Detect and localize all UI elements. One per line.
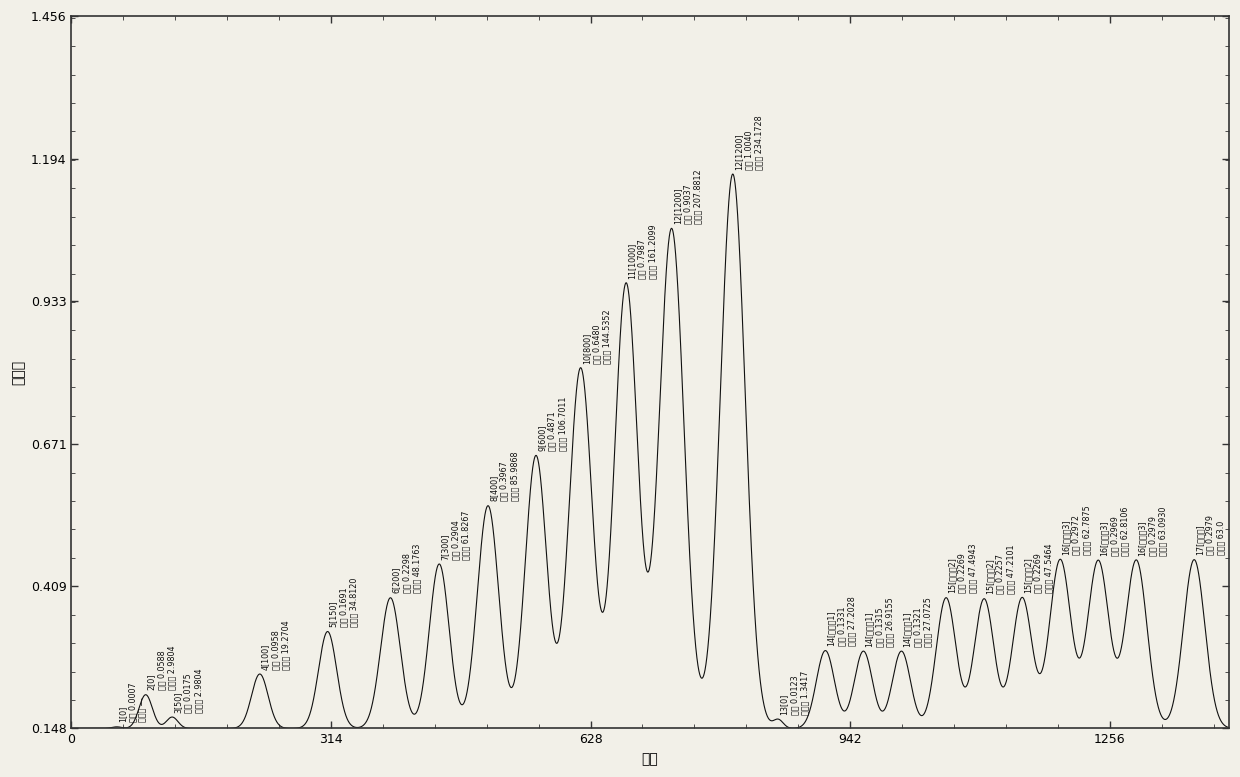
Text: 11[1000]
峰高 0.7987
峰面积 161.2099: 11[1000] 峰高 0.7987 峰面积 161.2099 [627, 225, 657, 279]
Text: 15[尿样品2]
峰高 0.2257
峰面积 47.2101: 15[尿样品2] 峰高 0.2257 峰面积 47.2101 [986, 545, 1016, 594]
Text: 9[600]
峰高 0.4871
峰面积 106.7011: 9[600] 峰高 0.4871 峰面积 106.7011 [537, 397, 567, 451]
Text: 14[尿样品1]
峰高 0.1331
峰面积 27.2028: 14[尿样品1] 峰高 0.1331 峰面积 27.2028 [827, 597, 857, 646]
Text: 7[300]
峰高 0.2904
峰面积 61.8267: 7[300] 峰高 0.2904 峰面积 61.8267 [440, 510, 470, 559]
Text: 15[尿样品2]
峰高 0.2269
峰面积 47.5464: 15[尿样品2] 峰高 0.2269 峰面积 47.5464 [1023, 544, 1053, 594]
Text: 14[尿样品1]
峰高 0.1315
峰面积 26.9155: 14[尿样品1] 峰高 0.1315 峰面积 26.9155 [864, 597, 894, 646]
Text: 6[200]
峰高 0.2298
峰面积 48.1763: 6[200] 峰高 0.2298 峰面积 48.1763 [392, 544, 422, 594]
Text: 12[1200]
峰高 1.0040
峰面积 234.1728: 12[1200] 峰高 1.0040 峰面积 234.1728 [734, 115, 764, 169]
Text: 14[尿样品1]
峰高 0.1321
峰面积 27.0725: 14[尿样品1] 峰高 0.1321 峰面积 27.0725 [903, 597, 932, 646]
Text: 16[尿样品3]
峰高 0.2972
峰面积 62.7875: 16[尿样品3] 峰高 0.2972 峰面积 62.7875 [1061, 506, 1091, 556]
Text: 4[100]
峰高 0.0958
峰面积 19.2704: 4[100] 峰高 0.0958 峰面积 19.2704 [262, 620, 291, 670]
Text: 17[尿样品]
峰高 0.2979
峰面积 63.0: 17[尿样品] 峰高 0.2979 峰面积 63.0 [1195, 515, 1225, 556]
Text: 15[尿样品2]
峰高 0.2269
峰面积 47.4943: 15[尿样品2] 峰高 0.2269 峰面积 47.4943 [947, 544, 977, 594]
X-axis label: 时间: 时间 [642, 752, 658, 766]
Text: 16[尿样品3]
峰高 0.2979
峰面积 63.0930: 16[尿样品3] 峰高 0.2979 峰面积 63.0930 [1137, 507, 1167, 556]
Text: 10[800]
峰高 0.6480
峰面积 144.5352: 10[800] 峰高 0.6480 峰面积 144.5352 [582, 309, 611, 364]
Text: 5[150]
峰高 0.1691
峰面积 34.8120: 5[150] 峰高 0.1691 峰面积 34.8120 [329, 578, 358, 627]
Text: 16[尿样品3]
峰高 0.2969
峰面积 62.8106: 16[尿样品3] 峰高 0.2969 峰面积 62.8106 [1100, 507, 1130, 556]
Text: 1[0]
峰高 0.0007
峰面积 —: 1[0] 峰高 0.0007 峰面积 — [118, 683, 148, 723]
Text: 8[400]
峰高 0.3967
峰面积 85.9868: 8[400] 峰高 0.3967 峰面积 85.9868 [490, 452, 520, 501]
Text: 13[0]
峰高 0.0123
峰面积 1.3417: 13[0] 峰高 0.0123 峰面积 1.3417 [780, 671, 810, 716]
Y-axis label: 吸光度: 吸光度 [11, 360, 25, 385]
Text: 12[1200]
峰高 0.9037
峰面积 207.8812: 12[1200] 峰高 0.9037 峰面积 207.8812 [673, 169, 703, 224]
Text: 2[0]
峰高 0.0588
峰面积 2.9804: 2[0] 峰高 0.0588 峰面积 2.9804 [146, 646, 177, 690]
Text: 3[50]
峰高 0.0175
峰面积 2.9804: 3[50] 峰高 0.0175 峰面积 2.9804 [174, 668, 203, 713]
